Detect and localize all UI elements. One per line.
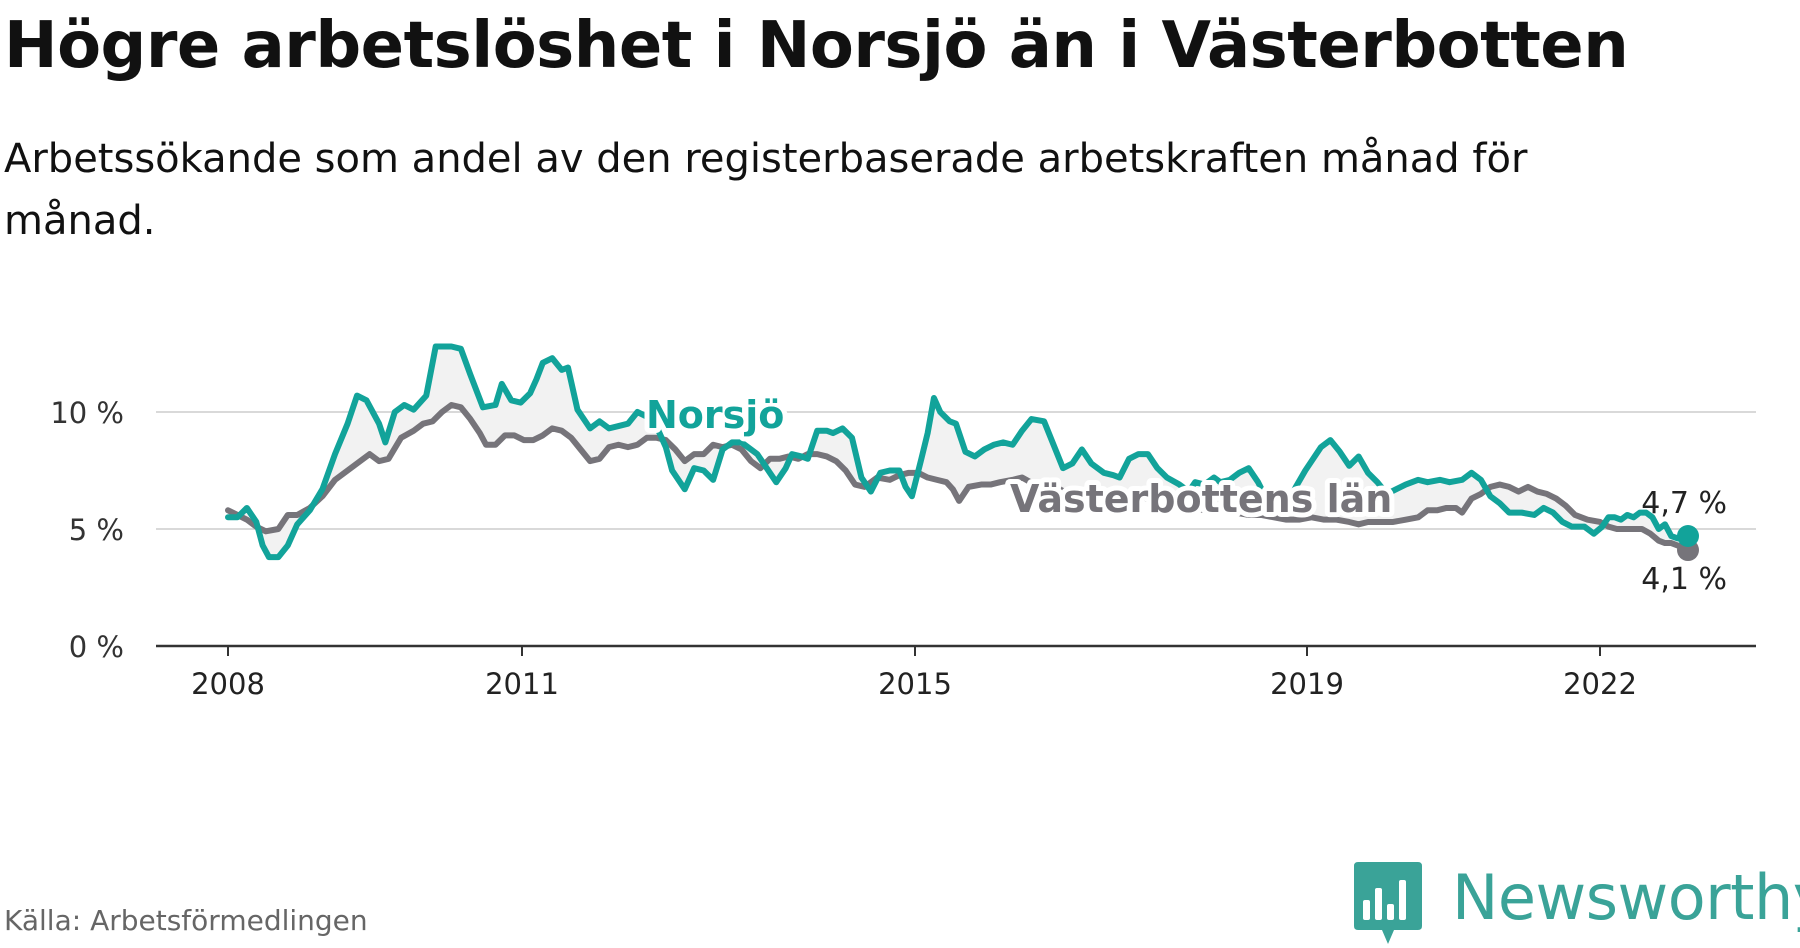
end-dot-norsjo bbox=[1677, 525, 1699, 548]
x-tick-label: 2019 bbox=[1270, 667, 1344, 701]
series-label-norsjo-halo: Norsjö bbox=[646, 393, 784, 437]
newsworthy-logo[interactable]: Newsworthy bbox=[1348, 858, 1800, 948]
chart-subtitle: Arbetssökande som andel av den registerb… bbox=[4, 136, 1528, 244]
series-label-vasterbotten: Västerbottens län bbox=[1010, 477, 1392, 521]
bar-chart-icon bbox=[1354, 862, 1422, 944]
x-tick-label: 2011 bbox=[485, 667, 559, 701]
brand-name: Newsworthy bbox=[1452, 861, 1800, 934]
source-note: Källa: Arbetsförmedlingen bbox=[4, 904, 368, 937]
y-tick-label: 0 % bbox=[69, 630, 124, 664]
series-label-vasterbotten-halo: Västerbottens län bbox=[1010, 477, 1392, 521]
x-tick-label: 2015 bbox=[878, 667, 952, 701]
x-tick-label: 2008 bbox=[191, 667, 265, 701]
y-tick-label: 10 % bbox=[50, 396, 124, 430]
series-label-norsjo: Norsjö bbox=[646, 393, 784, 437]
end-value-label-vasterbotten: 4,1 % bbox=[1641, 562, 1727, 597]
chart-title: Högre arbetslöshet i Norsjö än i Västerb… bbox=[4, 9, 1629, 83]
series-line-vasterbotten bbox=[225, 401, 1691, 554]
area-between-series bbox=[228, 346, 1688, 558]
series-line-norsjo bbox=[225, 343, 1691, 561]
end-value-label-norsjo: 4,7 % bbox=[1641, 486, 1727, 521]
y-tick-label: 5 % bbox=[69, 513, 124, 547]
x-tick-label: 2022 bbox=[1563, 667, 1637, 701]
